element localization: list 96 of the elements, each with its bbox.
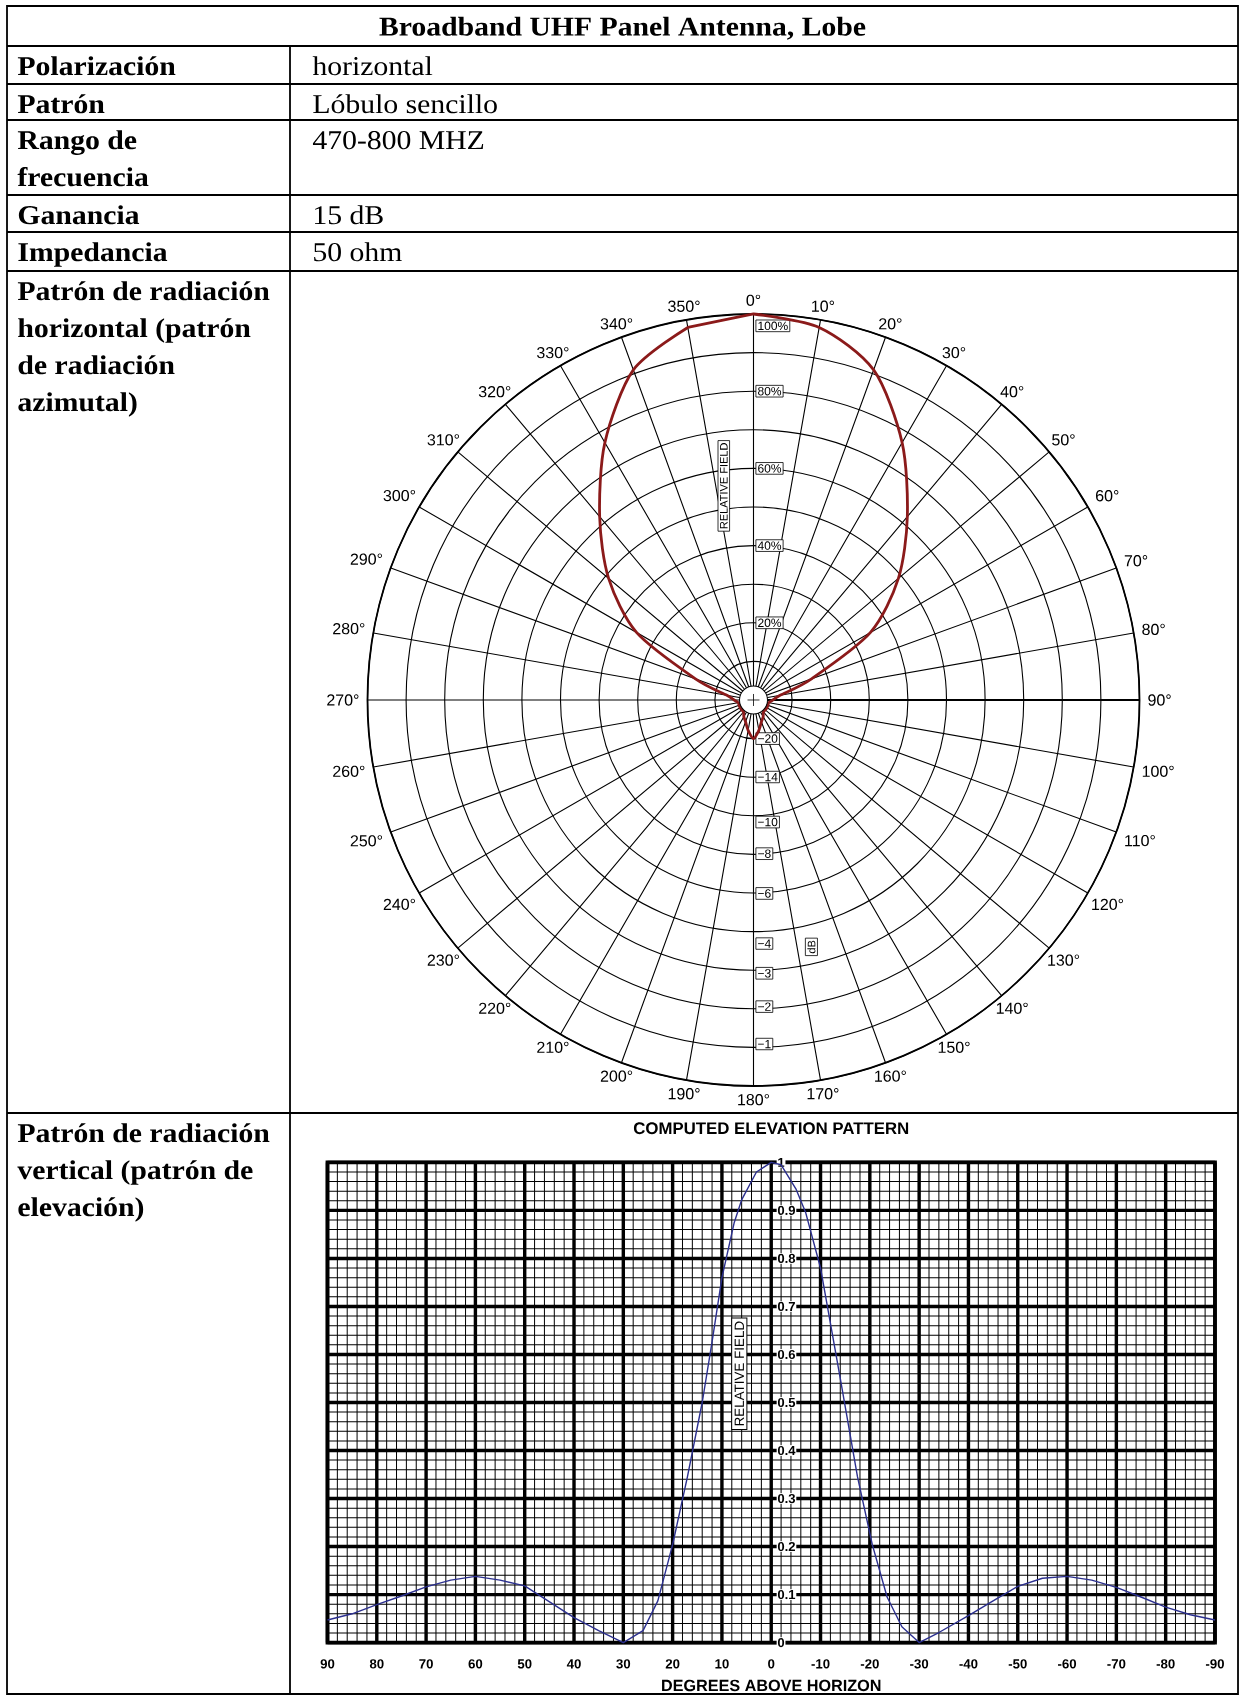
- spoke-label: 260°: [333, 765, 365, 778]
- spoke-label: 310°: [427, 434, 460, 446]
- x-tick-label: -10: [811, 1659, 830, 1669]
- text: Polarización: [17, 56, 176, 76]
- x-tick-label: 70: [419, 1659, 433, 1669]
- spoke-label: 30°: [942, 346, 966, 359]
- y-tick-label: 0.3: [777, 1493, 796, 1504]
- x-tick-label: -80: [1156, 1659, 1175, 1669]
- x-tick-label: -50: [1008, 1659, 1027, 1669]
- y-tick-label: 80%: [758, 386, 782, 396]
- y-tick-label: 0.2: [777, 1541, 795, 1552]
- text: Ganancia: [18, 205, 140, 225]
- text: Patrón de radiación horizontal (patrón de radiación azimutal): [17, 281, 270, 417]
- y-tick-label: 0.4: [777, 1445, 796, 1456]
- x-tick-label: 80: [369, 1659, 384, 1669]
- spoke-label: 170°: [807, 1088, 839, 1100]
- text: −6: [758, 889, 771, 898]
- spoke-label: 160°: [875, 1070, 906, 1082]
- y-tick-label: 60%: [758, 464, 782, 473]
- text: Patrón: [17, 94, 105, 114]
- text: −10: [758, 817, 778, 827]
- spoke-label: 40°: [1000, 386, 1024, 398]
- spoke-label: 290°: [350, 553, 383, 565]
- spoke-label: 240°: [383, 898, 416, 911]
- x-tick-label: -40: [959, 1659, 978, 1669]
- text: RELATIVE FIELD: [720, 443, 728, 529]
- spoke-label: 340°: [600, 318, 633, 330]
- y-tick-label: 0.7: [777, 1301, 795, 1312]
- y-tick-label: 40%: [757, 541, 782, 550]
- text: dB: [807, 940, 816, 954]
- text: Lóbulo sencillo: [313, 94, 497, 114]
- spoke-label: 50°: [1052, 434, 1075, 446]
- spoke-label: 300°: [383, 489, 416, 502]
- spoke-label: 190°: [668, 1088, 700, 1100]
- x-tick-label: 30: [616, 1659, 631, 1669]
- spoke-label: 100°: [1142, 765, 1174, 778]
- text: −8: [758, 849, 771, 858]
- x-axis-title: DEGREES ABOVE HORIZON: [662, 1679, 881, 1692]
- text: 470-800 MHZ: [312, 131, 484, 150]
- x-tick-label: -70: [1107, 1659, 1126, 1669]
- text: 15 dB: [315, 205, 383, 225]
- spoke-label: 180°: [738, 1094, 770, 1106]
- x-tick-label: 90: [320, 1659, 335, 1669]
- spoke-label: 270°: [327, 694, 359, 706]
- y-tick-label: 100%: [758, 321, 788, 331]
- spoke-label: 210°: [537, 1041, 569, 1054]
- x-tick-label: -90: [1205, 1659, 1224, 1669]
- spoke-label: 20°: [879, 318, 902, 330]
- text: −20: [758, 734, 778, 743]
- text: −4: [758, 939, 771, 948]
- spoke-label: 150°: [938, 1041, 970, 1054]
- chart-title: COMPUTED ELEVATION PATTERN: [633, 1122, 909, 1135]
- y-axis-title: RELATIVE FIELD: [734, 1321, 744, 1426]
- spoke-label: 140°: [996, 1002, 1028, 1014]
- y-tick-label: 0.5: [777, 1397, 796, 1408]
- spoke-label: 0°: [746, 294, 761, 306]
- text: −14: [758, 772, 778, 782]
- x-tick-label: -30: [910, 1659, 929, 1669]
- spoke-label: 220°: [479, 1002, 511, 1014]
- spoke-label: 320°: [478, 386, 511, 398]
- spoke-label: 70°: [1124, 555, 1148, 567]
- y-tick-label: 0: [777, 1638, 785, 1648]
- text: −1: [758, 1039, 771, 1049]
- x-tick-label: 50: [517, 1659, 532, 1669]
- text: Impedancia: [18, 242, 168, 267]
- spoke-label: 250°: [350, 835, 383, 847]
- y-tick-label: 0.8: [777, 1253, 796, 1264]
- x-tick-label: 20: [665, 1659, 680, 1669]
- spoke-label: 80°: [1142, 623, 1165, 636]
- text: Rango de frecuencia: [17, 130, 149, 187]
- text: Patrón de radiación vertical (patrón de elevación): [17, 1123, 270, 1222]
- y-tick-label: 0.9: [777, 1205, 796, 1216]
- spoke-label: 200°: [600, 1070, 633, 1082]
- spoke-label: 90°: [1148, 694, 1171, 706]
- spoke-label: 280°: [333, 622, 365, 635]
- x-tick-label: -20: [860, 1659, 879, 1669]
- x-tick-label: 10: [715, 1659, 729, 1669]
- y-tick-label: 0.1: [777, 1589, 796, 1600]
- text: −3: [758, 969, 771, 978]
- x-tick-label: 40: [566, 1659, 581, 1669]
- x-tick-label: 60: [468, 1659, 483, 1669]
- text: −2: [758, 1002, 771, 1011]
- spoke-label: 130°: [1048, 954, 1080, 966]
- y-tick-label: 0.6: [777, 1349, 796, 1360]
- spoke-label: 60°: [1096, 490, 1119, 502]
- text: horizontal: [312, 56, 433, 76]
- spoke-label: 120°: [1092, 898, 1124, 911]
- spoke-label: 330°: [537, 346, 569, 359]
- y-tick-label: 20%: [758, 618, 782, 628]
- x-tick-label: -60: [1058, 1659, 1077, 1669]
- text: 50 ohm: [314, 242, 402, 262]
- spoke-label: 110°: [1125, 834, 1155, 847]
- spoke-label: 10°: [812, 300, 835, 312]
- text: Broadband UHF Panel Antenna, Lobe: [379, 16, 866, 40]
- spoke-label: 230°: [427, 954, 460, 966]
- spoke-label: 350°: [668, 300, 700, 312]
